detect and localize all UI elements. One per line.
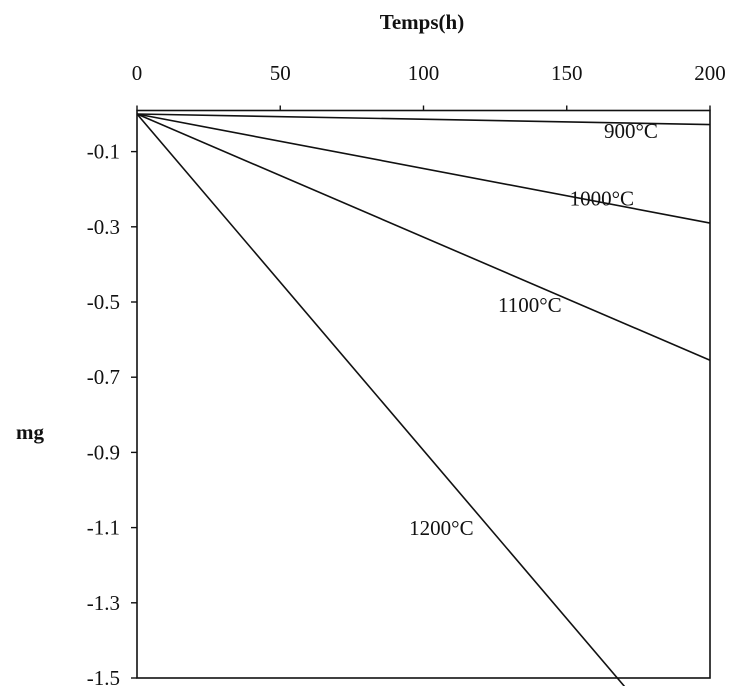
series-line-1100c [136,113,711,362]
series-label-1100c: 1100°C [498,293,562,317]
series-label-1200c: 1200°C [409,516,473,540]
x-axis: 0 50 100 150 200 [132,61,726,111]
y-axis: -0.1 -0.3 -0.5 -0.7 -0.9 -1.1 -1.3 -1.5 [87,140,137,686]
y-tick-label: -1.1 [87,516,120,540]
y-tick-label: -0.5 [87,290,120,314]
x-tick-label: 100 [408,61,440,85]
series-lines [136,113,711,686]
y-tick-label: -0.1 [87,140,120,164]
x-tick-label: 200 [694,61,726,85]
y-tick-label: -0.3 [87,215,120,239]
series-label-900c: 900°C [604,119,658,143]
series-line-900c [136,113,711,126]
series-line-1000c [136,113,711,224]
x-tick-label: 150 [551,61,583,85]
y-tick-label: -0.9 [87,440,120,464]
y-tick-label: -1.5 [87,666,120,686]
series-label-1000c: 1000°C [570,186,634,210]
x-tick-label: 50 [270,61,291,85]
y-tick-label: -1.3 [87,591,120,615]
x-tick-label: 0 [132,61,143,85]
y-tick-label: -0.7 [87,365,120,389]
series-line-1200c [136,113,626,686]
x-axis-title: Temps(h) [380,10,464,34]
series-labels: 900°C 1000°C 1100°C 1200°C [409,119,658,540]
y-axis-title: mg [16,420,44,444]
